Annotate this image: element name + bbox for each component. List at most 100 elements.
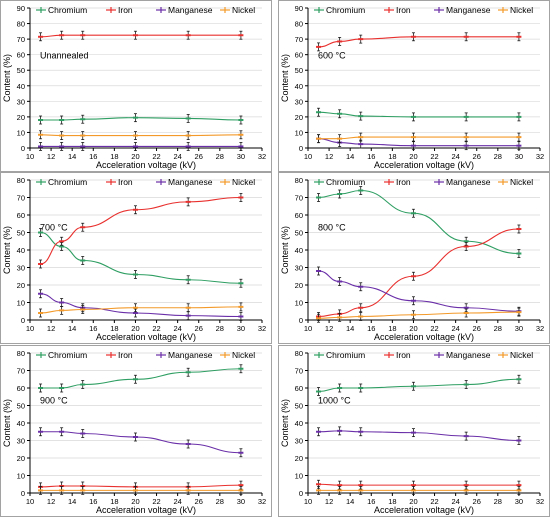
condition-label: 800 °C bbox=[318, 223, 346, 233]
y-axis-label: Content (%) bbox=[2, 399, 12, 447]
x-tick-label: 24 bbox=[173, 497, 181, 506]
x-tick-label: 32 bbox=[536, 324, 544, 333]
panel-border bbox=[0, 172, 272, 344]
legend-label-nickel: Nickel bbox=[232, 5, 255, 15]
y-tick-label: 10 bbox=[295, 128, 303, 137]
y-tick-label: 80 bbox=[295, 20, 303, 29]
y-tick-label: 10 bbox=[295, 299, 303, 308]
x-tick-label: 12 bbox=[325, 324, 333, 333]
x-tick-label: 20 bbox=[409, 152, 417, 161]
x-tick-label: 24 bbox=[451, 152, 459, 161]
x-tick-label: 20 bbox=[131, 152, 139, 161]
x-tick-label: 28 bbox=[494, 324, 502, 333]
legend-label-iron: Iron bbox=[118, 350, 133, 360]
y-tick-label: 80 bbox=[295, 349, 303, 358]
series-line-nickel bbox=[318, 136, 519, 140]
y-tick-label: 50 bbox=[17, 229, 25, 238]
legend-label-manganese: Manganese bbox=[446, 5, 491, 15]
series-line-chromium bbox=[318, 189, 519, 255]
legend-label-manganese: Manganese bbox=[446, 350, 491, 360]
series-line-manganese bbox=[318, 430, 519, 442]
x-tick-label: 22 bbox=[430, 152, 438, 161]
series-line-iron bbox=[40, 484, 241, 488]
y-tick-label: 20 bbox=[17, 454, 25, 463]
y-tick-label: 40 bbox=[17, 82, 25, 91]
y-tick-label: 40 bbox=[17, 419, 25, 428]
legend-label-iron: Iron bbox=[118, 5, 133, 15]
y-tick-label: 70 bbox=[17, 367, 25, 376]
y-axis-label: Content (%) bbox=[280, 399, 290, 447]
y-tick-label: 60 bbox=[295, 51, 303, 60]
x-tick-label: 16 bbox=[89, 497, 97, 506]
x-tick-label: 14 bbox=[346, 497, 354, 506]
y-tick-label: 70 bbox=[17, 194, 25, 203]
y-tick-label: 80 bbox=[295, 176, 303, 185]
legend-label-nickel: Nickel bbox=[232, 177, 255, 187]
y-tick-label: 10 bbox=[17, 472, 25, 481]
y-tick-label: 60 bbox=[295, 211, 303, 220]
y-axis-label: Content (%) bbox=[2, 54, 12, 102]
x-tick-label: 32 bbox=[258, 497, 266, 506]
y-tick-label: 60 bbox=[17, 51, 25, 60]
series-line-manganese bbox=[318, 270, 519, 312]
y-tick-label: 0 bbox=[21, 316, 25, 325]
x-tick-label: 20 bbox=[131, 497, 139, 506]
series-line-iron bbox=[318, 228, 519, 318]
x-tick-label: 20 bbox=[131, 324, 139, 333]
x-tick-label: 24 bbox=[451, 497, 459, 506]
x-tick-label: 20 bbox=[409, 497, 417, 506]
y-tick-label: 0 bbox=[299, 144, 303, 153]
series-line-chromium bbox=[318, 111, 519, 118]
y-tick-label: 60 bbox=[17, 211, 25, 220]
y-tick-label: 30 bbox=[295, 437, 303, 446]
y-tick-label: 0 bbox=[299, 316, 303, 325]
x-tick-label: 10 bbox=[26, 324, 34, 333]
y-tick-label: 40 bbox=[295, 246, 303, 255]
x-tick-label: 18 bbox=[110, 324, 118, 333]
legend-label-chromium: Chromium bbox=[48, 350, 87, 360]
series-line-nickel bbox=[318, 311, 519, 319]
x-tick-label: 24 bbox=[173, 152, 181, 161]
x-tick-label: 30 bbox=[237, 497, 245, 506]
x-axis-label: Acceleration voltage (kV) bbox=[374, 160, 474, 170]
x-tick-label: 22 bbox=[430, 497, 438, 506]
y-tick-label: 50 bbox=[295, 229, 303, 238]
x-tick-label: 14 bbox=[68, 324, 76, 333]
x-axis-label: Acceleration voltage (kV) bbox=[374, 505, 474, 515]
legend-label-chromium: Chromium bbox=[48, 177, 87, 187]
y-tick-label: 10 bbox=[295, 472, 303, 481]
x-tick-label: 32 bbox=[536, 497, 544, 506]
x-tick-label: 22 bbox=[152, 497, 160, 506]
condition-label: 1000 °C bbox=[318, 396, 351, 406]
x-tick-label: 30 bbox=[237, 152, 245, 161]
x-tick-label: 10 bbox=[304, 497, 312, 506]
series-line-nickel bbox=[40, 306, 241, 314]
series-line-chromium bbox=[40, 368, 241, 389]
x-tick-label: 28 bbox=[216, 152, 224, 161]
legend-label-chromium: Chromium bbox=[326, 350, 365, 360]
x-tick-label: 22 bbox=[430, 324, 438, 333]
legend-label-iron: Iron bbox=[396, 350, 411, 360]
x-tick-label: 30 bbox=[515, 497, 523, 506]
y-tick-label: 20 bbox=[295, 454, 303, 463]
x-tick-label: 26 bbox=[195, 324, 203, 333]
series-line-chromium bbox=[318, 378, 519, 393]
panel-border bbox=[0, 0, 272, 172]
legend-label-nickel: Nickel bbox=[510, 350, 533, 360]
x-tick-label: 32 bbox=[258, 324, 266, 333]
y-tick-label: 70 bbox=[17, 35, 25, 44]
x-tick-label: 28 bbox=[216, 497, 224, 506]
series-line-iron bbox=[40, 34, 241, 38]
series-line-nickel bbox=[40, 134, 241, 137]
x-tick-label: 30 bbox=[237, 324, 245, 333]
y-tick-label: 20 bbox=[17, 281, 25, 290]
x-tick-label: 28 bbox=[494, 497, 502, 506]
x-tick-label: 32 bbox=[536, 152, 544, 161]
x-tick-label: 16 bbox=[89, 324, 97, 333]
x-axis-label: Acceleration voltage (kV) bbox=[96, 332, 196, 342]
x-tick-label: 16 bbox=[367, 152, 375, 161]
x-tick-label: 16 bbox=[367, 324, 375, 333]
legend-label-nickel: Nickel bbox=[510, 5, 533, 15]
condition-label: 600 °C bbox=[318, 51, 346, 61]
